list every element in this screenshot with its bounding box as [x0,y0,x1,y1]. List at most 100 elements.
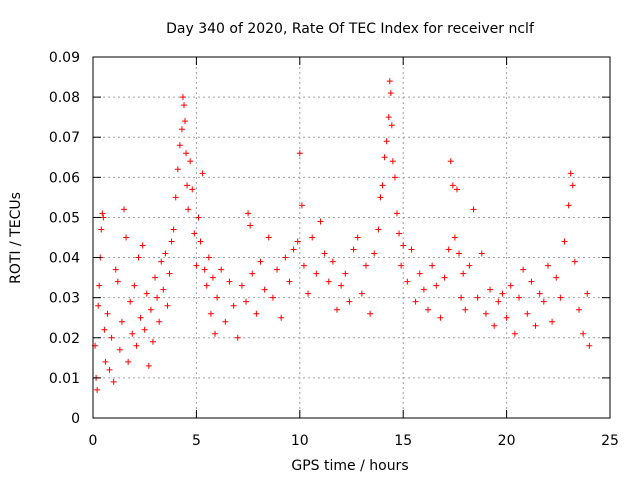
data-point [274,266,281,273]
data-point [182,118,189,125]
data-point [313,270,320,277]
data-point [375,226,382,233]
axis-ticks [92,56,611,419]
data-point [385,114,392,121]
data-point [478,250,485,257]
data-point [168,238,175,245]
data-point [253,310,260,317]
data-point [565,202,572,209]
data-point [511,330,518,337]
data-point [487,286,494,293]
data-point [367,310,374,317]
data-point [437,314,444,321]
y-tick-label: 0.06 [49,170,80,186]
data-point [495,298,502,305]
plot-frame [92,56,611,419]
data-point [503,314,510,321]
data-point [278,314,285,321]
data-point [179,94,186,101]
data-point [205,254,212,261]
x-tick-label: 15 [394,433,412,449]
data-point [94,386,101,393]
data-point [218,266,225,273]
data-point [207,310,214,317]
data-point [466,262,473,269]
data-point [152,274,159,281]
y-tick-label: 0.03 [49,291,80,307]
data-point [425,306,432,313]
data-point [377,194,384,201]
data-point [449,182,456,189]
data-point [131,282,138,289]
data-point [300,262,307,269]
data-point [346,298,353,305]
data-point [212,330,219,337]
data-point [201,266,208,273]
data-point [156,318,163,325]
data-point [137,314,144,321]
data-point [191,230,198,237]
data-point [540,298,547,305]
data-point [383,138,390,145]
data-point [265,234,272,241]
data-point [197,238,204,245]
y-tick-label: 0.02 [49,331,80,347]
data-point [118,318,125,325]
data-point [162,250,169,257]
data-point [321,250,328,257]
data-point [243,298,250,305]
data-point [482,310,489,317]
data-point [112,266,119,273]
data-point [98,226,105,233]
y-axis-label: ROTI / TECUs [8,192,24,284]
y-tick-label: 0.01 [49,371,80,387]
data-point [164,302,171,309]
data-point [305,290,312,297]
data-point [154,294,161,301]
data-point [393,210,400,217]
data-point [358,290,365,297]
y-tick-label: 0.08 [49,90,80,106]
data-point [129,330,136,337]
data-point [387,90,394,97]
data-point [209,274,216,281]
data-point [412,298,419,305]
data-point [586,342,593,349]
data-point [135,254,142,261]
data-point [458,294,465,301]
data-point [416,270,423,277]
data-point [491,322,498,329]
data-point [185,206,192,213]
data-point [400,242,407,249]
data-point [334,306,341,313]
x-axis-label: GPS time / hours [291,458,408,474]
data-point [203,282,210,289]
data-point [102,358,109,365]
data-point [106,366,113,373]
data-point [309,234,316,241]
data-point [420,286,427,293]
data-point [470,206,477,213]
data-point [325,278,332,285]
data-point [441,274,448,281]
data-point [433,282,440,289]
data-point [561,238,568,245]
data-point [214,294,221,301]
data-point [158,258,165,265]
x-tick-label: 5 [192,433,201,449]
data-point [195,214,202,221]
data-point [584,290,591,297]
y-tick-label: 0.04 [49,251,80,267]
data-point [125,358,132,365]
data-point [189,186,196,193]
data-point [456,250,463,257]
y-tick-label: 0 [71,411,80,427]
x-tick-label: 10 [291,433,309,449]
data-point [391,174,398,181]
data-point [571,258,578,265]
data-point [350,246,357,253]
data-point [99,210,106,217]
data-point [445,246,452,253]
data-point [269,294,276,301]
